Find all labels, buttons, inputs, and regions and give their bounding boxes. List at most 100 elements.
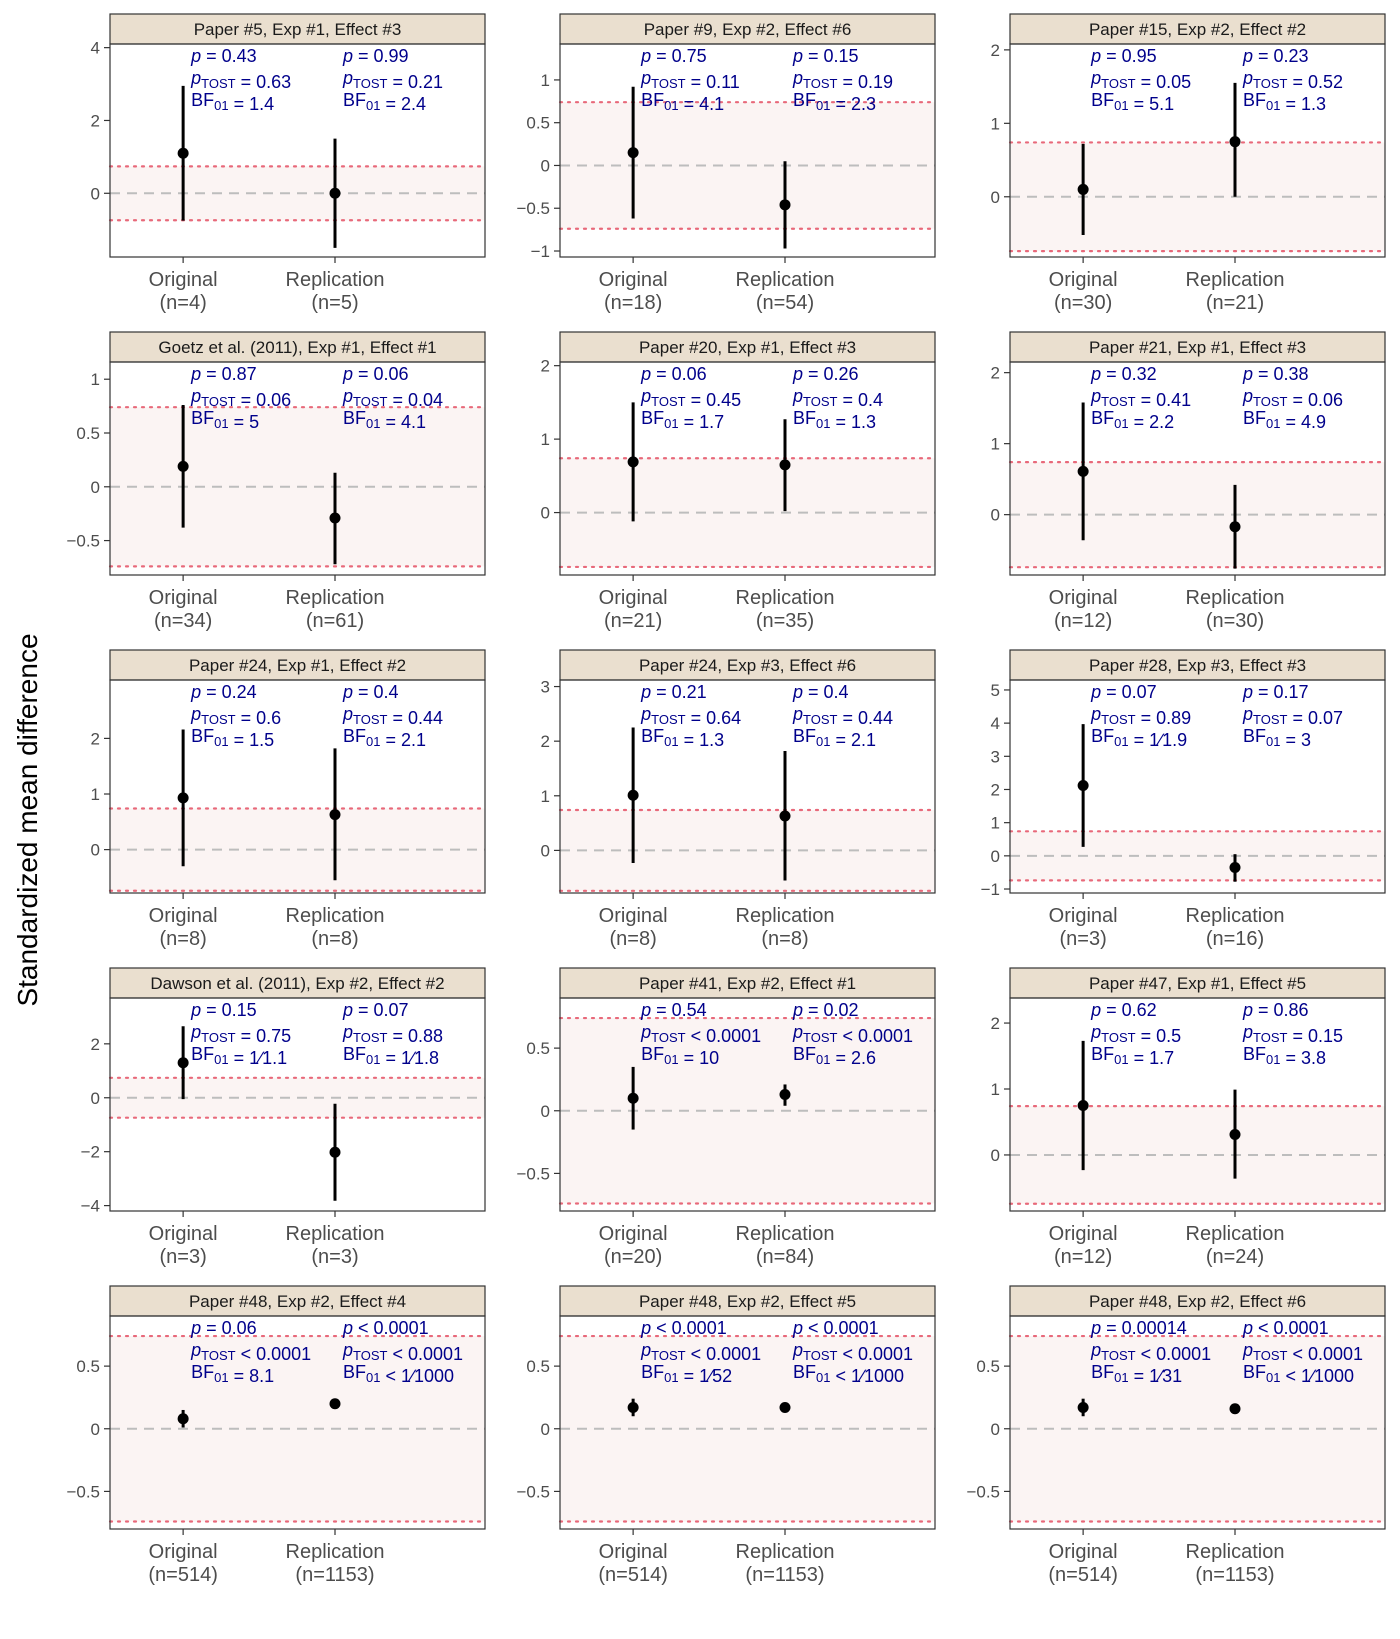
stats-annotation: p = 0.87 <box>190 364 257 384</box>
x-sample-size-label: (n=514) <box>598 1564 668 1586</box>
facet-title: Dawson et al. (2011), Exp #2, Effect #2 <box>150 974 444 993</box>
stats-annotation: BF01 = 2.2 <box>1091 408 1174 432</box>
stats-annotation: p = 0.43 <box>190 46 257 66</box>
x-category-label: Original <box>149 1223 218 1245</box>
stats-annotation: BF01 < 1∕1000 <box>343 1362 454 1386</box>
y-tick-label: 0 <box>91 1089 100 1108</box>
x-sample-size-label: (n=8) <box>160 928 207 950</box>
stats-annotation: p = 0.00014 <box>1090 1318 1187 1338</box>
facet-strip <box>559 13 936 45</box>
facet-title: Paper #48, Exp #2, Effect #5 <box>639 1292 856 1311</box>
point-estimate <box>1077 465 1089 477</box>
stats-annotation: BF01 = 1.3 <box>641 726 724 750</box>
x-category-label: Replication <box>1186 269 1285 291</box>
x-category-label: Original <box>149 587 218 609</box>
y-tick-label: 3 <box>991 747 1000 766</box>
stats-annotation: BF01 = 4.1 <box>343 408 426 432</box>
x-sample-size-label: (n=30) <box>1206 610 1264 632</box>
point-estimate <box>1229 861 1241 873</box>
panel-border <box>559 43 936 258</box>
stats-annotation: pTOST = 0.88 <box>342 1022 443 1046</box>
stats-annotation: BF01 = 2.1 <box>343 726 426 750</box>
x-sample-size-label: (n=12) <box>1054 610 1112 632</box>
stats-annotation: BF01 = 1∕1.1 <box>191 1044 287 1068</box>
y-tick-label: 0.5 <box>526 114 550 133</box>
stats-annotation: BF01 = 1.4 <box>191 90 274 114</box>
stats-annotation: p < 0.0001 <box>792 1318 879 1338</box>
x-category-label: Original <box>1049 905 1118 927</box>
stats-annotation: pTOST = 0.63 <box>190 68 291 92</box>
y-tick-label: 4 <box>991 714 1000 733</box>
panel-border <box>559 361 936 576</box>
y-tick-label: 1 <box>91 785 100 804</box>
facet-title: Paper #5, Exp #1, Effect #3 <box>194 20 402 39</box>
y-tick-label: 0 <box>991 1146 1000 1165</box>
x-category-label: Original <box>599 269 668 291</box>
y-tick-label: 0.5 <box>76 1357 100 1376</box>
point-estimate <box>329 1146 341 1158</box>
x-category-label: Original <box>1049 1541 1118 1563</box>
facet-panel: Paper #41, Exp #2, Effect #1 −0.5 0 0.5 Orig… <box>516 967 937 1268</box>
stats-annotation: p = 0.4 <box>342 682 399 702</box>
x-sample-size-label: (n=3) <box>160 1246 207 1268</box>
panel-border <box>1009 361 1386 576</box>
facet-title: Paper #24, Exp #1, Effect #2 <box>189 656 406 675</box>
x-category-label: Replication <box>286 905 385 927</box>
facet-panel: Paper #24, Exp #1, Effect #2012Original(… <box>91 649 487 950</box>
x-category-label: Replication <box>1186 1541 1285 1563</box>
stats-annotation: pTOST < 0.0001 <box>792 1022 913 1046</box>
y-tick-label: 4 <box>91 39 100 58</box>
panel-border <box>109 997 486 1212</box>
x-sample-size-label: (n=3) <box>1060 928 1107 950</box>
x-category-label: Original <box>599 1223 668 1245</box>
stats-annotation: BF01 = 1.3 <box>793 408 876 432</box>
point-estimate <box>627 789 639 801</box>
facet-title: Paper #47, Exp #1, Effect #5 <box>1089 974 1306 993</box>
x-category-label: Original <box>1049 269 1118 291</box>
stats-annotation: pTOST < 0.0001 <box>1090 1340 1211 1364</box>
x-sample-size-label: (n=24) <box>1206 1246 1264 1268</box>
stats-annotation: pTOST = 0.21 <box>342 68 443 92</box>
x-sample-size-label: (n=61) <box>306 610 364 632</box>
x-category-label: Replication <box>286 1541 385 1563</box>
point-estimate <box>627 1401 639 1413</box>
panel-border <box>109 361 486 576</box>
stats-annotation: BF01 = 1.5 <box>191 726 274 750</box>
stats-annotation: pTOST = 0.41 <box>1090 386 1191 410</box>
x-sample-size-label: (n=21) <box>604 610 662 632</box>
y-tick-label: 0 <box>541 841 550 860</box>
x-sample-size-label: (n=16) <box>1206 928 1264 950</box>
y-tick-label: 2 <box>991 41 1000 60</box>
point-estimate <box>1229 1403 1241 1415</box>
stats-annotation: pTOST = 0.6 <box>190 704 281 728</box>
x-sample-size-label: (n=84) <box>756 1246 814 1268</box>
panel-border <box>559 1315 936 1530</box>
facet-panel: Paper #48, Exp #2, Effect #5 −0.5 0 0.5 Orig… <box>516 1285 937 1586</box>
x-sample-size-label: (n=35) <box>756 610 814 632</box>
stats-annotation: p = 0.32 <box>1090 364 1157 384</box>
y-tick-label: 0 <box>541 504 550 523</box>
facet-panel: Dawson et al. (2011), Exp #2, Effect #2 −… <box>81 967 487 1268</box>
facet-strip <box>559 967 936 999</box>
y-tick-label: 0 <box>991 1420 1000 1439</box>
y-tick-label: 0.5 <box>526 1357 550 1376</box>
stats-annotation: BF01 = 2.4 <box>343 90 426 114</box>
x-category-label: Original <box>149 905 218 927</box>
stats-annotation: p = 0.54 <box>640 1000 707 1020</box>
facet-panel: Paper #20, Exp #1, Effect #3012Original(… <box>541 331 937 632</box>
stats-annotation: p = 0.06 <box>190 1318 257 1338</box>
point-estimate <box>329 512 341 524</box>
facet-strip <box>1009 13 1386 45</box>
stats-annotation: p = 0.21 <box>640 682 707 702</box>
stats-annotation: p = 0.26 <box>792 364 859 384</box>
point-estimate <box>627 456 639 468</box>
stats-annotation: p = 0.07 <box>342 1000 409 1020</box>
y-tick-label: −0.5 <box>66 532 100 551</box>
facet-strip <box>109 331 486 363</box>
facet-title: Goetz et al. (2011), Exp #1, Effect #1 <box>158 338 436 357</box>
facet-strip <box>1009 649 1386 681</box>
stats-annotation: pTOST < 0.0001 <box>342 1340 463 1364</box>
stats-annotation: BF01 = 8.1 <box>191 1362 274 1386</box>
y-tick-label: 1 <box>991 1080 1000 1099</box>
stats-annotation: p = 0.23 <box>1242 46 1309 66</box>
